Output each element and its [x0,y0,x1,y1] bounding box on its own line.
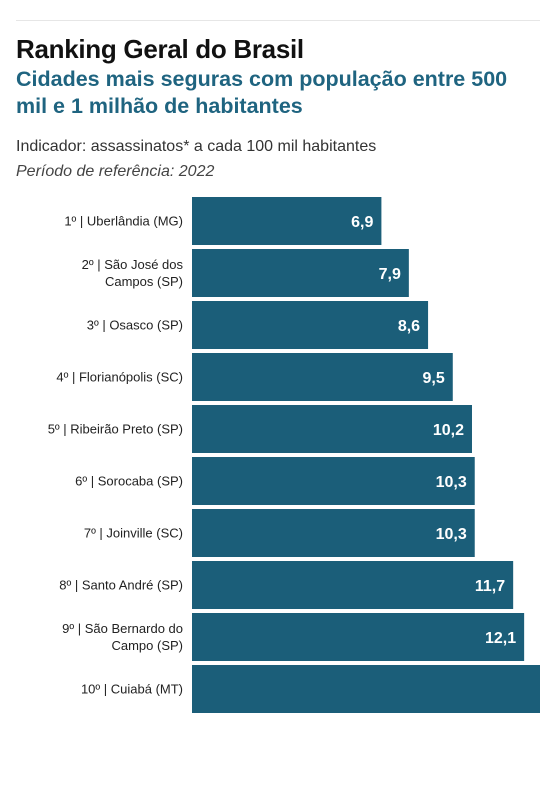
bar-9 [192,613,525,661]
category-label-7: 7º | Joinville (SC) [84,526,183,541]
chart-title: Ranking Geral do Brasil [16,34,304,64]
value-label-1: 6,9 [351,214,373,231]
reference-period: Período de referência: 2022 [16,163,215,180]
category-label-2: 2º | São José dos Campos (SP) [82,257,184,289]
bar-4 [192,353,453,401]
value-label-8: 11,7 [475,578,505,595]
value-label-4: 9,5 [423,370,445,387]
category-label-4: 4º | Florianópolis (SC) [56,370,183,385]
indicator-text: Indicador: assassinatos* a cada 100 mil … [16,138,377,155]
category-label-8: 8º | Santo André (SP) [59,578,183,593]
value-label-7: 10,3 [436,526,467,543]
bar-3 [192,301,429,349]
category-label-9: 9º | São Bernardo do Campo (SP) [62,621,183,653]
category-label-6: 6º | Sorocaba (SP) [75,474,183,489]
value-label-9: 12,1 [485,630,516,647]
value-label-5: 10,2 [433,422,464,439]
category-label-5: 5º | Ribeirão Preto (SP) [48,422,183,437]
bar-7 [192,509,475,557]
chart-subtitle: Cidades mais seguras com população entre… [16,67,508,118]
bar-2 [192,249,409,297]
category-label-10: 10º | Cuiabá (MT) [81,682,183,697]
value-label-2: 7,9 [379,266,401,283]
value-label-3: 8,6 [398,318,420,335]
category-label-3: 3º | Osasco (SP) [87,318,183,333]
bar-5 [192,405,472,453]
category-label-1: 1º | Uberlândia (MG) [64,214,183,229]
top-divider [16,20,540,21]
bar-1 [192,197,382,245]
bar-8 [192,561,514,609]
bar-10 [192,665,540,713]
bar-6 [192,457,475,505]
value-label-6: 10,3 [436,474,467,491]
